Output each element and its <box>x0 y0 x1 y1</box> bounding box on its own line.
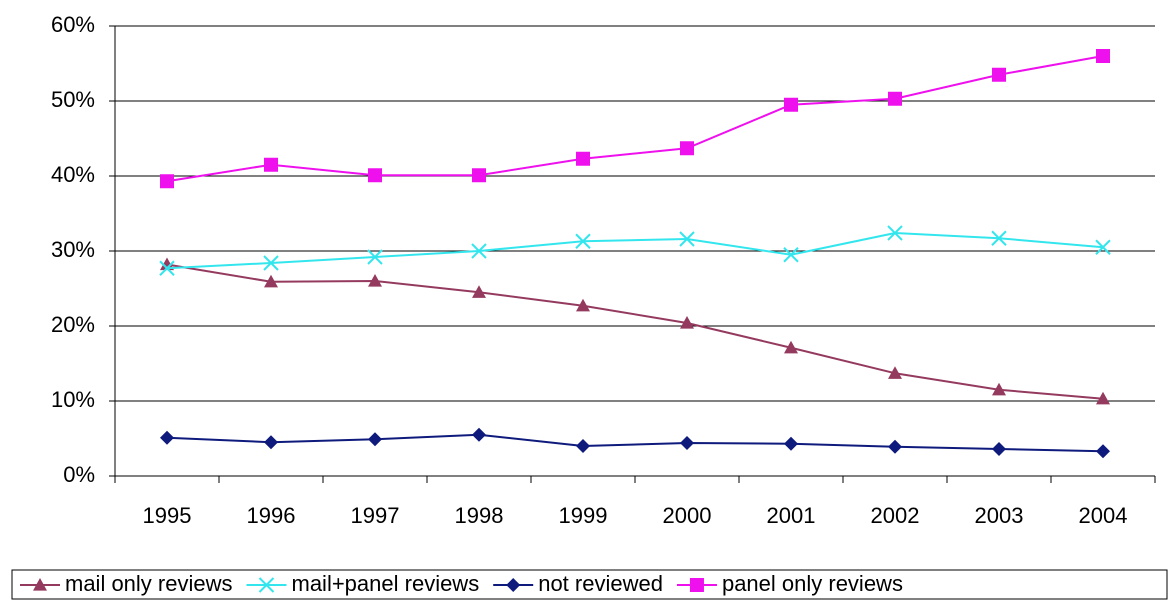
marker <box>992 442 1006 456</box>
legend-box <box>11 569 1168 600</box>
marker <box>888 366 902 379</box>
x-tick-label: 1997 <box>351 503 400 528</box>
marker <box>689 578 704 592</box>
x-tick-label: 1996 <box>247 503 296 528</box>
legend-label: mail+panel reviews <box>292 571 480 596</box>
series-line <box>166 433 1104 453</box>
x-tick-label: 1995 <box>143 503 192 528</box>
x-tick-label: 2001 <box>767 503 816 528</box>
y-tick-label: 40% <box>51 162 95 187</box>
marker <box>991 230 1007 246</box>
marker <box>576 439 590 453</box>
series-line <box>166 263 1104 400</box>
y-tick-label: 10% <box>51 387 95 412</box>
marker <box>506 578 521 592</box>
marker <box>784 97 798 112</box>
marker <box>992 382 1006 396</box>
marker <box>264 157 278 172</box>
marker <box>679 231 695 247</box>
marker <box>680 436 694 450</box>
x-tick-label: 2004 <box>1079 503 1128 528</box>
marker <box>264 435 278 450</box>
marker <box>263 255 279 271</box>
legend-item: mail only reviews <box>20 571 233 596</box>
marker <box>258 577 275 593</box>
y-tick-label: 0% <box>63 462 95 487</box>
marker <box>783 247 799 263</box>
marker <box>472 427 486 442</box>
legend-label: panel only reviews <box>722 571 903 596</box>
x-tick-label: 1999 <box>559 503 608 528</box>
marker <box>367 249 383 265</box>
marker <box>680 141 694 156</box>
marker <box>160 430 174 445</box>
legend-item: panel only reviews <box>676 571 903 596</box>
marker <box>888 439 902 454</box>
x-tick-label: 1998 <box>455 503 504 528</box>
marker <box>368 274 382 287</box>
series-line <box>166 55 1104 183</box>
marker <box>160 257 174 271</box>
marker <box>888 91 902 106</box>
marker <box>264 274 278 288</box>
marker <box>576 298 590 312</box>
x-tick-label: 2002 <box>871 503 920 528</box>
marker <box>472 285 486 298</box>
legend-label: mail only reviews <box>65 571 233 596</box>
marker <box>1096 49 1110 63</box>
y-tick-label: 20% <box>51 312 95 337</box>
marker <box>368 168 382 183</box>
legend-item: not reviewed <box>493 571 663 596</box>
marker <box>1095 239 1111 255</box>
marker <box>160 174 174 189</box>
marker <box>472 168 486 183</box>
marker <box>576 151 590 166</box>
marker <box>1096 391 1110 405</box>
marker <box>1096 444 1110 459</box>
y-tick-label: 30% <box>51 237 95 262</box>
x-tick-label: 2003 <box>975 503 1024 528</box>
series-line <box>166 231 1104 270</box>
legend-label: not reviewed <box>538 571 663 596</box>
marker <box>784 436 798 451</box>
marker <box>368 432 382 447</box>
marker <box>992 67 1006 82</box>
marker <box>680 316 694 329</box>
marker <box>887 225 903 241</box>
marker <box>784 340 798 354</box>
marker <box>33 578 47 591</box>
marker <box>471 243 487 259</box>
y-tick-label: 50% <box>51 87 95 112</box>
y-tick-label: 60% <box>51 12 95 37</box>
legend-item: mail+panel reviews <box>246 571 480 596</box>
marker <box>159 260 175 276</box>
marker <box>575 233 591 249</box>
x-tick-label: 2000 <box>663 503 712 528</box>
